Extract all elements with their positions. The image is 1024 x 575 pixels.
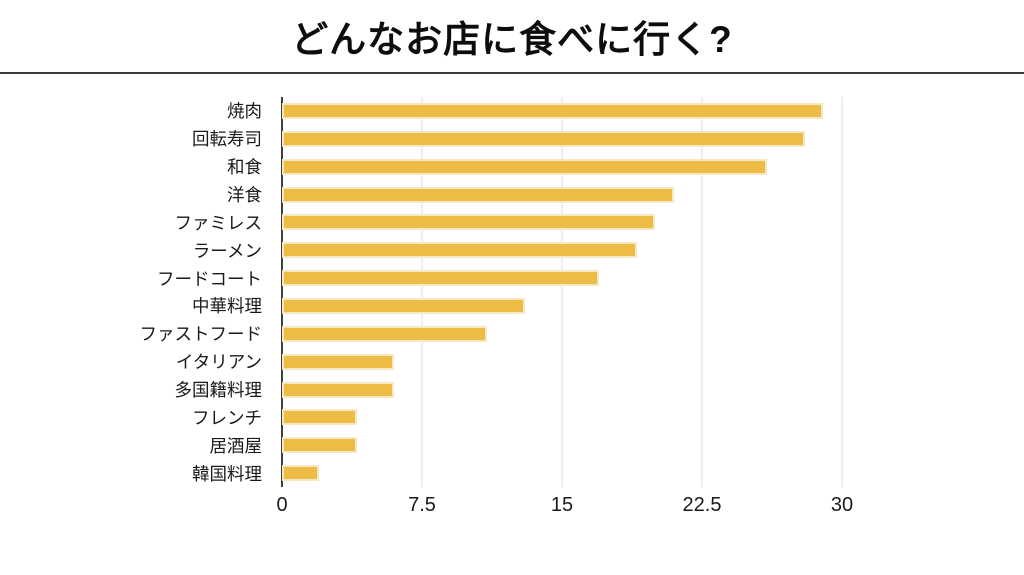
bar-row (282, 236, 842, 264)
category-label: 中華料理 (192, 296, 262, 317)
bar-row (282, 264, 842, 292)
bar-row (282, 459, 842, 487)
bar (282, 465, 320, 482)
category-label: ファストフード (139, 324, 263, 345)
category-label: 和食 (227, 157, 262, 178)
category-labels: 焼肉回転寿司和食洋食ファミレスラーメンフードコート中華料理ファストフードイタリア… (30, 97, 272, 487)
bar-row (282, 125, 842, 153)
category-label: 回転寿司 (192, 129, 262, 150)
x-tick-label: 22.5 (682, 494, 722, 516)
bar-row (282, 403, 842, 431)
bar-row (282, 431, 842, 459)
category-label: フードコート (157, 268, 262, 289)
bar-row (282, 376, 842, 404)
plot-area (281, 97, 843, 487)
bar-row (282, 292, 842, 320)
x-tick-label: 15 (550, 494, 574, 516)
bar-row (282, 208, 842, 236)
y-axis-line (281, 97, 283, 487)
bar (282, 186, 674, 203)
gridline (701, 97, 703, 487)
bar-rows (282, 97, 842, 487)
category-label: フレンチ (192, 407, 262, 428)
category-label: イタリアン (175, 352, 262, 373)
bar-row (282, 348, 842, 376)
bar (282, 381, 394, 398)
bar (282, 214, 656, 231)
bar-row (282, 97, 842, 125)
bar (282, 437, 357, 454)
gridline (841, 97, 843, 487)
title-bar: どんなお店に食べに行く? (0, 0, 1024, 74)
gridline (561, 97, 563, 487)
bar (282, 409, 357, 426)
bar (282, 102, 824, 119)
gridline (421, 97, 423, 487)
bar (282, 130, 805, 147)
bar (282, 297, 525, 314)
x-tick-label: 7.5 (408, 494, 436, 516)
category-label: 多国籍料理 (174, 380, 263, 401)
bar-row (282, 181, 842, 209)
bar (282, 325, 488, 342)
category-label: 韓国料理 (192, 463, 262, 484)
x-tick-label: 30 (830, 494, 854, 516)
bar-row (282, 153, 842, 181)
category-label: 焼肉 (227, 101, 262, 122)
bar-row (282, 320, 842, 348)
bar (282, 242, 637, 259)
bar (282, 158, 768, 175)
category-label: 居酒屋 (209, 435, 263, 456)
category-label: ファミレス (174, 212, 263, 233)
bar (282, 353, 394, 370)
bar (282, 270, 600, 287)
category-label: 洋食 (227, 185, 262, 205)
x-tick-label: 0 (276, 494, 288, 516)
x-axis-ticks: 0 7.5 15 22.5 30 (276, 494, 853, 524)
category-label: ラーメン (192, 240, 262, 261)
chart-title: どんなお店に食べに行く? (291, 19, 733, 60)
